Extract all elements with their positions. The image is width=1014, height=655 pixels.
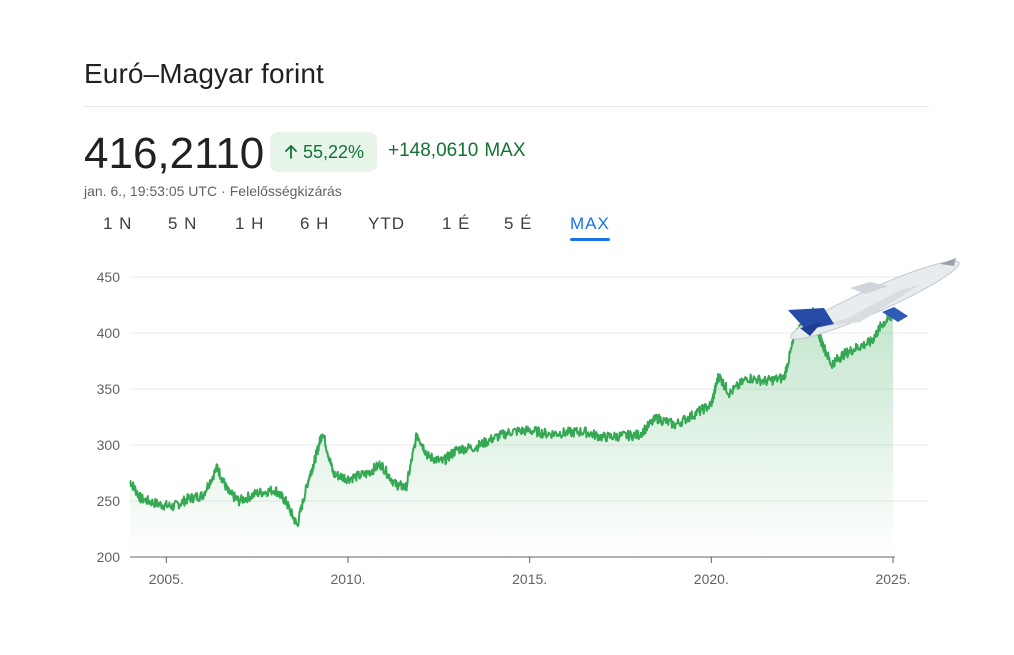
y-tick-label: 400: [97, 325, 121, 341]
airplane-icon: [788, 258, 960, 340]
absolute-change-value: +148,0610: [388, 140, 479, 161]
tab-max[interactable]: MAX: [570, 214, 610, 241]
y-tick-label: 250: [97, 493, 121, 509]
meta-separator: ·: [221, 183, 226, 199]
change-period-label: MAX: [484, 140, 526, 161]
tab-label: 6 H: [300, 214, 330, 233]
x-tick-label: 2020.: [694, 571, 729, 587]
absolute-change: +148,0610 MAX: [388, 140, 526, 162]
tab-ytd[interactable]: YTD: [368, 214, 405, 234]
y-tick-label: 300: [97, 437, 121, 453]
tab-label: YTD: [368, 214, 405, 233]
percent-change-value: 55,22%: [302, 141, 365, 162]
tab-5-years[interactable]: 5 É: [504, 214, 533, 234]
tab-6-months[interactable]: 6 H: [300, 214, 329, 234]
timestamp: jan. 6., 19:53:05 UTC: [84, 183, 218, 199]
percent-change-badge: 55,22%: [270, 132, 377, 172]
x-tick-label: 2025.: [875, 571, 910, 587]
x-axis-ticks: 2005. 2010. 2015. 2020. 2025.: [149, 557, 911, 587]
tab-label: 1 H: [235, 214, 265, 233]
tab-label: 1 N: [103, 214, 133, 233]
page-title: Euró–Magyar forint: [84, 58, 324, 89]
x-tick-label: 2005.: [149, 571, 184, 587]
tab-1-month[interactable]: 1 H: [235, 214, 264, 234]
divider: [84, 106, 929, 107]
y-tick-label: 350: [97, 381, 121, 397]
price-area: [130, 308, 893, 557]
arrow-up-icon: [285, 145, 297, 159]
disclaimer-link[interactable]: Felelősségkizárás: [229, 183, 342, 199]
tab-label: 5 N: [168, 214, 198, 233]
price-meta: jan. 6., 19:53:05 UTC · Felelősségkizárás: [84, 183, 342, 199]
tab-5-days[interactable]: 5 N: [168, 214, 197, 234]
x-tick-label: 2015.: [512, 571, 547, 587]
tab-label: 1 É: [442, 214, 471, 233]
active-tab-indicator: [570, 238, 610, 241]
tab-label: MAX: [570, 214, 610, 233]
tab-1-day[interactable]: 1 N: [103, 214, 132, 234]
y-tick-label: 200: [97, 549, 121, 565]
y-axis-labels: 450 400 350 300 250 200: [97, 269, 121, 565]
tab-label: 5 É: [504, 214, 533, 233]
y-tick-label: 450: [97, 269, 121, 285]
tab-1-year[interactable]: 1 É: [442, 214, 471, 234]
current-price: 416,2110: [84, 129, 265, 178]
x-tick-label: 2010.: [330, 571, 365, 587]
